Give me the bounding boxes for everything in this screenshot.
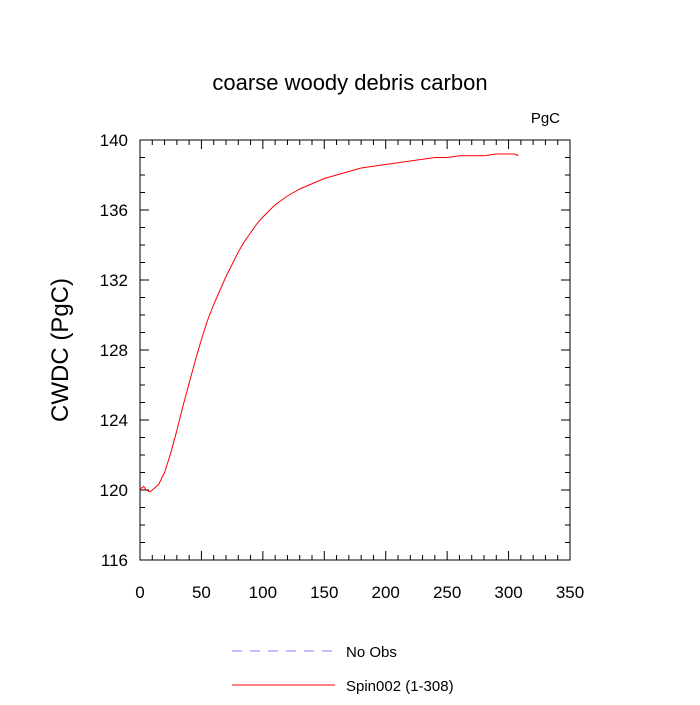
x-tick-label: 200 xyxy=(372,583,400,602)
legend-label: Spin002 (1-308) xyxy=(346,678,454,695)
axis-ticks: 0 50 100 150 200 250 300 350 116 120 124 128 132 136 1… xyxy=(100,131,585,602)
plot-frame xyxy=(139,139,571,561)
x-tick-label: 150 xyxy=(310,583,338,602)
x-tick-label: 300 xyxy=(494,583,522,602)
x-tick-label: 350 xyxy=(556,583,584,602)
y-tick-label: 140 xyxy=(100,131,128,150)
units-label: PgC xyxy=(531,110,560,127)
y-tick-label: 128 xyxy=(100,341,128,360)
y-tick-label: 124 xyxy=(100,411,128,430)
legend-label: No Obs xyxy=(346,644,397,661)
y-axis-title: CWDC (PgC) xyxy=(47,278,74,422)
y-tick-label: 136 xyxy=(100,201,128,220)
y-tick-label: 116 xyxy=(101,551,128,570)
x-tick-label: 250 xyxy=(433,583,461,602)
x-tick-label: 50 xyxy=(192,583,211,602)
legend: No Obs Spin002 (1-308) xyxy=(232,644,454,695)
y-tick-label: 132 xyxy=(100,271,128,290)
x-tick-label: 0 xyxy=(135,583,144,602)
x-tick-label: 100 xyxy=(249,583,277,602)
y-tick-label: 120 xyxy=(100,481,128,500)
series-line xyxy=(139,153,519,493)
chart-title: coarse woody debris carbon xyxy=(212,70,487,95)
series-layer xyxy=(139,153,519,493)
